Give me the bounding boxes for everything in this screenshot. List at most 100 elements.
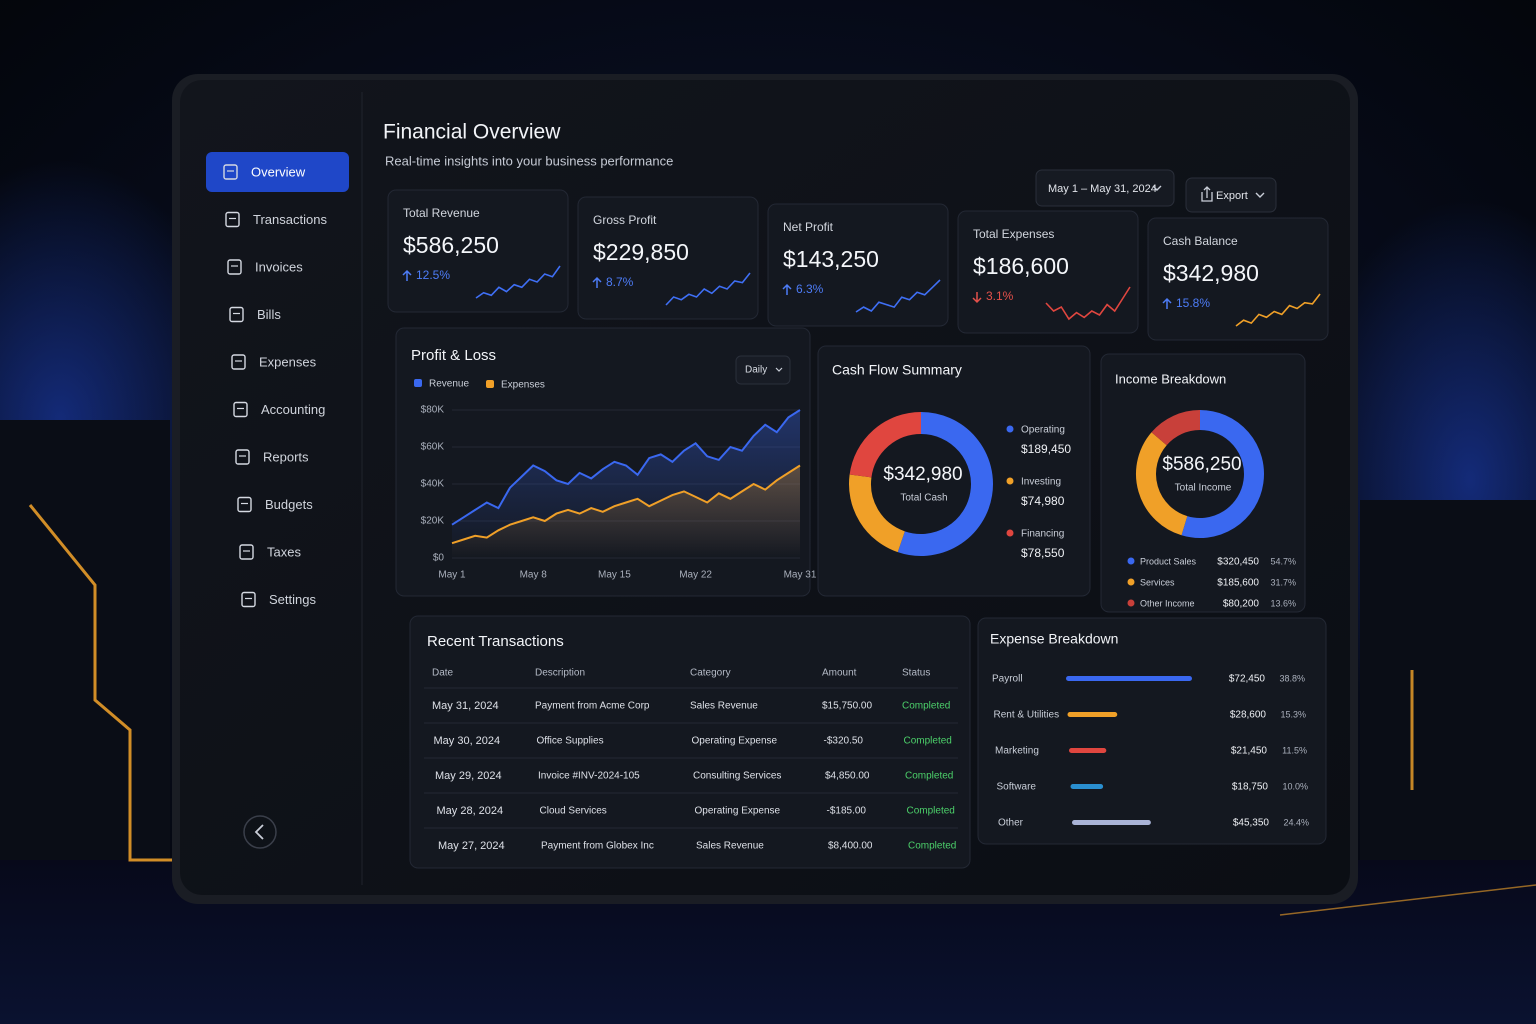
bar-share: 11.5% [1282,745,1307,755]
table-cell: May 30, 2024 [434,735,501,747]
legend-label: Services [1140,577,1175,587]
legend-share: 54.7% [1270,556,1296,566]
donut-segment [849,412,922,478]
y-tick-label: $80K [421,405,445,416]
card-title: Cash Flow Summary [832,362,962,378]
bar-label: Rent & Utilities [994,710,1060,721]
line-series [451,464,801,545]
bar-value: $21,450 [1231,746,1268,757]
nav-label: Reports [263,449,309,464]
arrow-up-icon [592,276,602,288]
donut-segment [1136,432,1188,536]
kpi-label: Total Expenses [973,227,1054,241]
x-tick-label: May 31 [784,570,817,581]
y-tick-label: $0 [433,553,445,564]
table-cell: -$320.50 [824,736,864,747]
transactions-card [409,615,971,869]
table-cell: Sales Revenue [696,841,764,852]
expense-card [977,617,1327,845]
arrow-up-icon [1162,297,1172,309]
donut-center-label: Total Income [1175,483,1232,494]
kpi-value: $229,850 [593,239,689,265]
card-title: Profit & Loss [411,347,496,364]
legend-value: $185,600 [1217,578,1259,589]
table-cell: Cloud Services [540,806,607,817]
bar-label: Other [998,818,1024,829]
donut-segment [1181,410,1264,538]
status-text: Completed [907,806,955,817]
x-tick-label: May 8 [520,570,548,581]
status-text: Completed [908,841,956,852]
table-cell: Invoice #INV-2024-105 [538,771,640,782]
bar-share: 15.3% [1280,709,1306,719]
kpi-card [767,203,949,327]
arrow-up-icon [402,269,412,281]
sparkline [1235,293,1321,327]
bar-label: Payroll [992,674,1023,685]
kpi-label: Gross Profit [593,213,657,227]
kpi-change: 12.5% [416,268,450,282]
donut-center-value: $342,980 [883,464,962,485]
collapse-icon [254,824,264,840]
date-range-picker[interactable] [1035,169,1175,207]
status-text: Completed [904,736,952,747]
table-cell: Operating Expense [695,806,781,817]
kpi-value: $186,600 [973,253,1069,279]
table-cell: Operating Expense [692,736,778,747]
bar [1066,676,1192,681]
legend-dot [1127,599,1135,607]
legend-value: $78,550 [1021,546,1065,560]
legend-label: Operating [1021,425,1065,436]
bar-share: 10.0% [1282,781,1308,791]
table-cell: Payment from Globex Inc [541,841,654,852]
kpi-change: 15.8% [1176,296,1210,310]
period-text: Daily [745,365,767,376]
nav-icon [225,211,240,228]
table-header: Description [535,668,585,679]
nav-label: Transactions [253,212,327,227]
kpi-value: $342,980 [1163,260,1259,286]
nav-icon [227,259,242,275]
nav-icon [241,591,256,608]
card-title: Expense Breakdown [990,631,1118,647]
bar [1072,820,1151,825]
nav-icon [229,306,244,323]
nav-item-active[interactable] [206,152,349,192]
nav-label: Invoices [255,259,303,274]
table-header: Status [902,668,930,679]
period-dropdown[interactable] [735,355,791,385]
nav-label: Budgets [265,497,313,512]
table-cell: Sales Revenue [690,701,758,712]
y-tick-label: $40K [421,479,445,490]
legend-dot [1127,557,1135,565]
nav-icon [235,449,250,465]
legend-share: 13.6% [1270,598,1296,608]
legend-swatch [414,379,422,387]
bar-value: $28,600 [1230,710,1267,721]
table-cell: $15,750.00 [822,701,872,712]
export-button[interactable] [1185,177,1277,213]
table-header: Category [690,668,731,679]
donut-segment [849,474,906,553]
status-text: Completed [902,701,950,712]
bar-share: 38.8% [1279,673,1305,683]
kpi-card [957,210,1139,334]
line-series [451,409,801,526]
main-content: Financial Overview Real-time insights in… [383,121,1277,213]
bar-label: Software [997,782,1037,793]
donut-center-label: Total Cash [900,493,947,504]
legend-value: $320,450 [1217,557,1259,568]
bar [1070,784,1104,789]
table-header: Amount [822,668,857,679]
bar [1069,748,1107,753]
sidebar: Overview Transactions Invoices Bills Expense… [206,152,349,608]
x-tick-label: May 22 [679,570,712,581]
nav-icon [239,544,254,560]
legend-swatch [486,380,494,388]
x-tick-label: May 15 [598,570,631,581]
kpi-label: Total Revenue [403,206,480,220]
table-cell: May 28, 2024 [437,805,504,817]
collapse-button[interactable] [243,815,277,849]
